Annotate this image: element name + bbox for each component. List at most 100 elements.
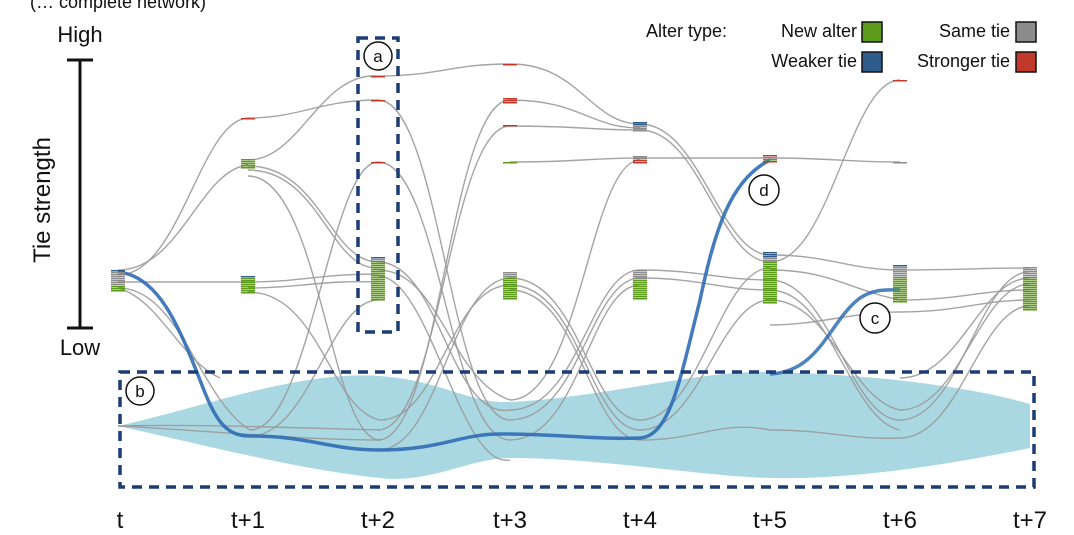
alter-bar: [893, 295, 907, 297]
axis-title: Tie strength: [29, 137, 56, 263]
legend-label-stronger-tie: Stronger tie: [917, 51, 1010, 71]
tie-link: [509, 125, 641, 131]
alter-bar: [763, 157, 777, 159]
tie-link: [509, 284, 641, 441]
alter-bar: [371, 281, 385, 283]
alter-bar: [111, 286, 125, 288]
alter-bar: [893, 279, 907, 281]
alter-bar: [633, 282, 647, 284]
alter-bar: [371, 287, 385, 289]
alter-bar: [763, 161, 777, 163]
alter-bar: [763, 300, 777, 302]
callout-c-circle: [859, 302, 891, 334]
alter-bar: [371, 257, 385, 259]
alter-bar: [241, 276, 255, 278]
alter-bar: [893, 265, 907, 267]
alter-bar: [763, 274, 777, 276]
alter-bar: [633, 124, 647, 126]
alter-bar: [1023, 285, 1037, 287]
alter-bar: [763, 159, 777, 161]
alter-bar: [503, 280, 517, 282]
alter-bar: [633, 130, 647, 132]
alter-bar: [763, 276, 777, 278]
alter-bar: [241, 286, 255, 288]
alter-bar: [111, 270, 125, 272]
tie-link: [247, 75, 379, 161]
alter-bar: [893, 299, 907, 301]
alter-bar: [633, 158, 647, 160]
alter-bar: [371, 279, 385, 281]
alter-bar: [633, 296, 647, 298]
alter-bar: [763, 286, 777, 288]
alter-bar: [633, 128, 647, 130]
callout-box-a: [356, 36, 400, 334]
alter-stack: [371, 76, 385, 78]
tie-link: [769, 269, 901, 301]
alter-stack: [111, 270, 125, 292]
callout-b: b: [125, 376, 155, 406]
tie-link: [247, 291, 381, 421]
alter-bar: [633, 274, 647, 276]
alter-bar: [503, 125, 517, 127]
alter-bar: [371, 283, 385, 285]
tie-link: [769, 289, 901, 431]
alter-bar: [893, 271, 907, 273]
alter-bar: [371, 299, 385, 301]
tie-link: [769, 79, 901, 263]
alter-bar: [763, 296, 777, 298]
tie-link: [377, 261, 511, 411]
alter-bar: [763, 280, 777, 282]
trajectory-c-path: [769, 288, 901, 376]
timestep-label: t: [117, 507, 124, 534]
tie-link: [769, 429, 901, 439]
alter-bar: [1023, 287, 1037, 289]
tie-link: [509, 277, 641, 421]
alter-stack: [1023, 267, 1037, 311]
alter-bar: [763, 294, 777, 296]
alter-bar: [241, 284, 255, 286]
alter-bar: [371, 162, 385, 164]
tie-link: [769, 254, 901, 271]
alter-bar: [633, 290, 647, 292]
alter-bar: [503, 274, 517, 276]
alter-bar: [1023, 279, 1037, 281]
time-axis: t t+1 t+2 t+3 t+4 t+5 t+6 t+7: [117, 507, 1047, 534]
alter-bar: [241, 292, 255, 294]
alter-bar: [893, 287, 907, 289]
alter-stack: [503, 272, 517, 300]
timestep-label: t+2: [361, 507, 395, 534]
alter-bar: [763, 272, 777, 274]
alter-bar: [503, 292, 517, 294]
alter-bar: [633, 162, 647, 164]
alter-bar: [241, 278, 255, 280]
alter-bar: [371, 289, 385, 291]
alter-bar: [503, 282, 517, 284]
alter-bar: [371, 265, 385, 267]
alter-stack: [241, 118, 255, 120]
alter-bar: [893, 283, 907, 285]
legend-swatch-stronger-tie: [1015, 51, 1037, 73]
alter-bar: [503, 290, 517, 292]
tie-link: [899, 277, 1031, 379]
alter-bar: [111, 282, 125, 284]
alter-bar: [503, 162, 517, 164]
alter-bar: [763, 258, 777, 260]
legend-swatch-same-tie: [1015, 21, 1037, 43]
tie-link: [639, 426, 771, 441]
alter-bar: [371, 293, 385, 295]
alter-stack: [633, 270, 647, 300]
trajectory-b-path: [117, 158, 771, 452]
tie-link: [769, 299, 901, 411]
tie-link: [247, 169, 379, 269]
alter-bar: [633, 288, 647, 290]
tie-link: [377, 99, 511, 421]
callout-b-circle: [125, 376, 155, 406]
callout-box-b: [118, 370, 1036, 489]
alter-bar: [503, 276, 517, 278]
legend-swatch-weaker-tie: [861, 51, 883, 73]
alter-bar: [633, 270, 647, 272]
alter-bar: [763, 260, 777, 262]
tie-link: [247, 175, 381, 441]
alter-bar: [1023, 289, 1037, 291]
